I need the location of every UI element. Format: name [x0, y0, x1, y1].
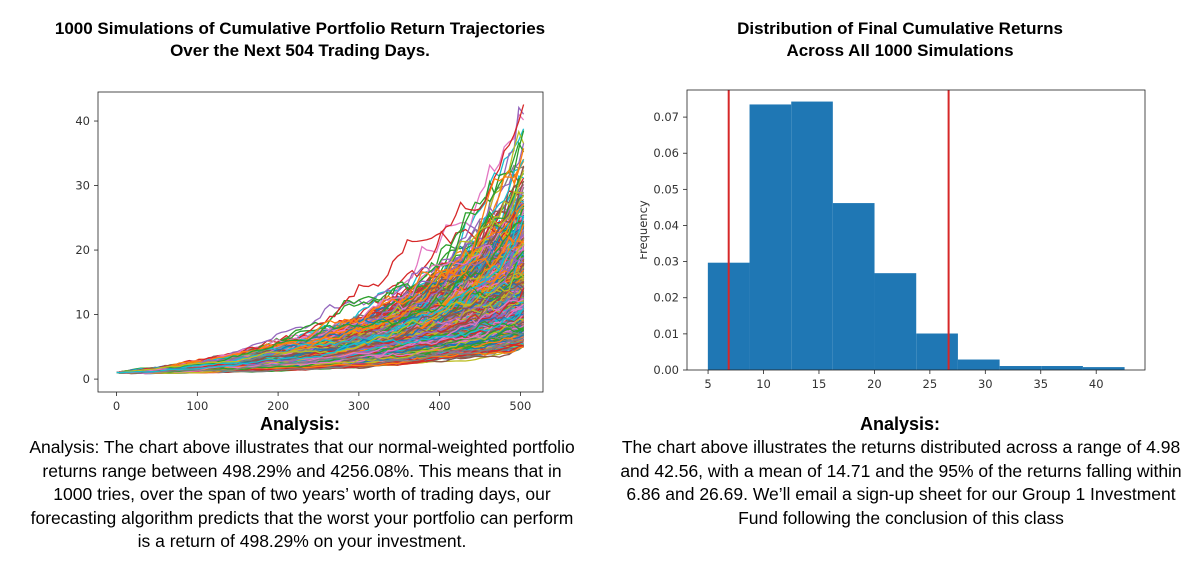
y-tick-label: 0.04 — [653, 218, 679, 232]
right-analysis-text: The chart above illustrates the returns … — [620, 437, 1182, 528]
y-tick-label: 20 — [75, 243, 90, 257]
left-analysis-heading: Analysis: — [259, 414, 341, 434]
y-tick-label: 0.07 — [653, 110, 679, 124]
x-tick-label: 40 — [1089, 377, 1104, 391]
x-tick-label: 15 — [812, 377, 827, 391]
histogram-bar — [791, 101, 833, 371]
simulation-lines — [116, 104, 525, 375]
histogram-chart-title-line1: Distribution of Final Cumulative Returns — [737, 19, 1063, 38]
histogram-bar — [999, 366, 1042, 370]
x-tick-label: 300 — [348, 399, 370, 413]
x-tick-label: 25 — [923, 377, 938, 391]
histogram-chart-title-line2: Across All 1000 Simulations — [786, 41, 1014, 60]
histogram-bar — [916, 333, 958, 370]
histogram-bar — [1082, 367, 1125, 370]
y-tick-label: 10 — [75, 308, 90, 322]
left-analysis-text: Analysis: The chart above illustrates th… — [29, 437, 575, 551]
x-tick-label: 200 — [267, 399, 289, 413]
y-tick-label: 0.02 — [653, 291, 679, 305]
histogram-bar — [1041, 366, 1083, 370]
simulation-line — [116, 339, 524, 374]
plot-frame — [97, 91, 544, 393]
x-tick-label: 500 — [509, 399, 531, 413]
simulation-chart-title: 1000 Simulations of Cumulative Portfolio… — [0, 18, 600, 62]
x-tick-label: 10 — [756, 377, 771, 391]
x-tick-label: 5 — [704, 377, 711, 391]
simulation-chart-title-line1: 1000 Simulations of Cumulative Portfolio… — [54, 19, 546, 38]
y-tick-label: 0.01 — [653, 327, 679, 341]
right-analysis-heading: Analysis: — [859, 414, 941, 434]
histogram-bar — [832, 203, 875, 370]
x-tick-label: 35 — [1033, 377, 1048, 391]
y-tick-label: 0.00 — [653, 363, 679, 377]
histogram-bar — [874, 273, 917, 370]
x-tick-label: 0 — [113, 399, 120, 413]
y-tick-label: 0.06 — [653, 146, 679, 160]
y-tick-label: 0.05 — [653, 182, 679, 196]
x-tick-label: 20 — [867, 377, 882, 391]
simulation-line — [116, 274, 524, 374]
x-tick-label: 400 — [429, 399, 451, 413]
histogram-chart-title: Distribution of Final Cumulative Returns… — [600, 18, 1200, 62]
simulation-line-chart: 0 100 200 300 400 500 0 10 20 30 40 — [75, 91, 544, 413]
x-tick-label: 30 — [978, 377, 993, 391]
x-tick-label: 100 — [186, 399, 208, 413]
simulation-line — [116, 203, 525, 374]
plot-frame — [686, 89, 1146, 371]
y-tick-label: 30 — [75, 179, 90, 193]
y-tick-label: 0.03 — [653, 255, 679, 269]
histogram-bar — [957, 359, 1000, 370]
y-tick-label: 40 — [75, 114, 90, 128]
y-tick-label: 0 — [83, 372, 90, 386]
simulation-line — [116, 318, 524, 374]
simulation-chart-title-line2: Over the Next 504 Trading Days. — [170, 41, 430, 60]
histogram-bar — [749, 104, 792, 371]
returns-histogram-chart: 5 10 15 20 25 30 35 40 0.00 0.01 0.02 0.03 0.04 0.05 0… — [640, 89, 1146, 391]
simulation-line — [116, 307, 525, 374]
y-axis-label: Frequency — [640, 200, 650, 260]
simulation-line — [116, 272, 525, 374]
